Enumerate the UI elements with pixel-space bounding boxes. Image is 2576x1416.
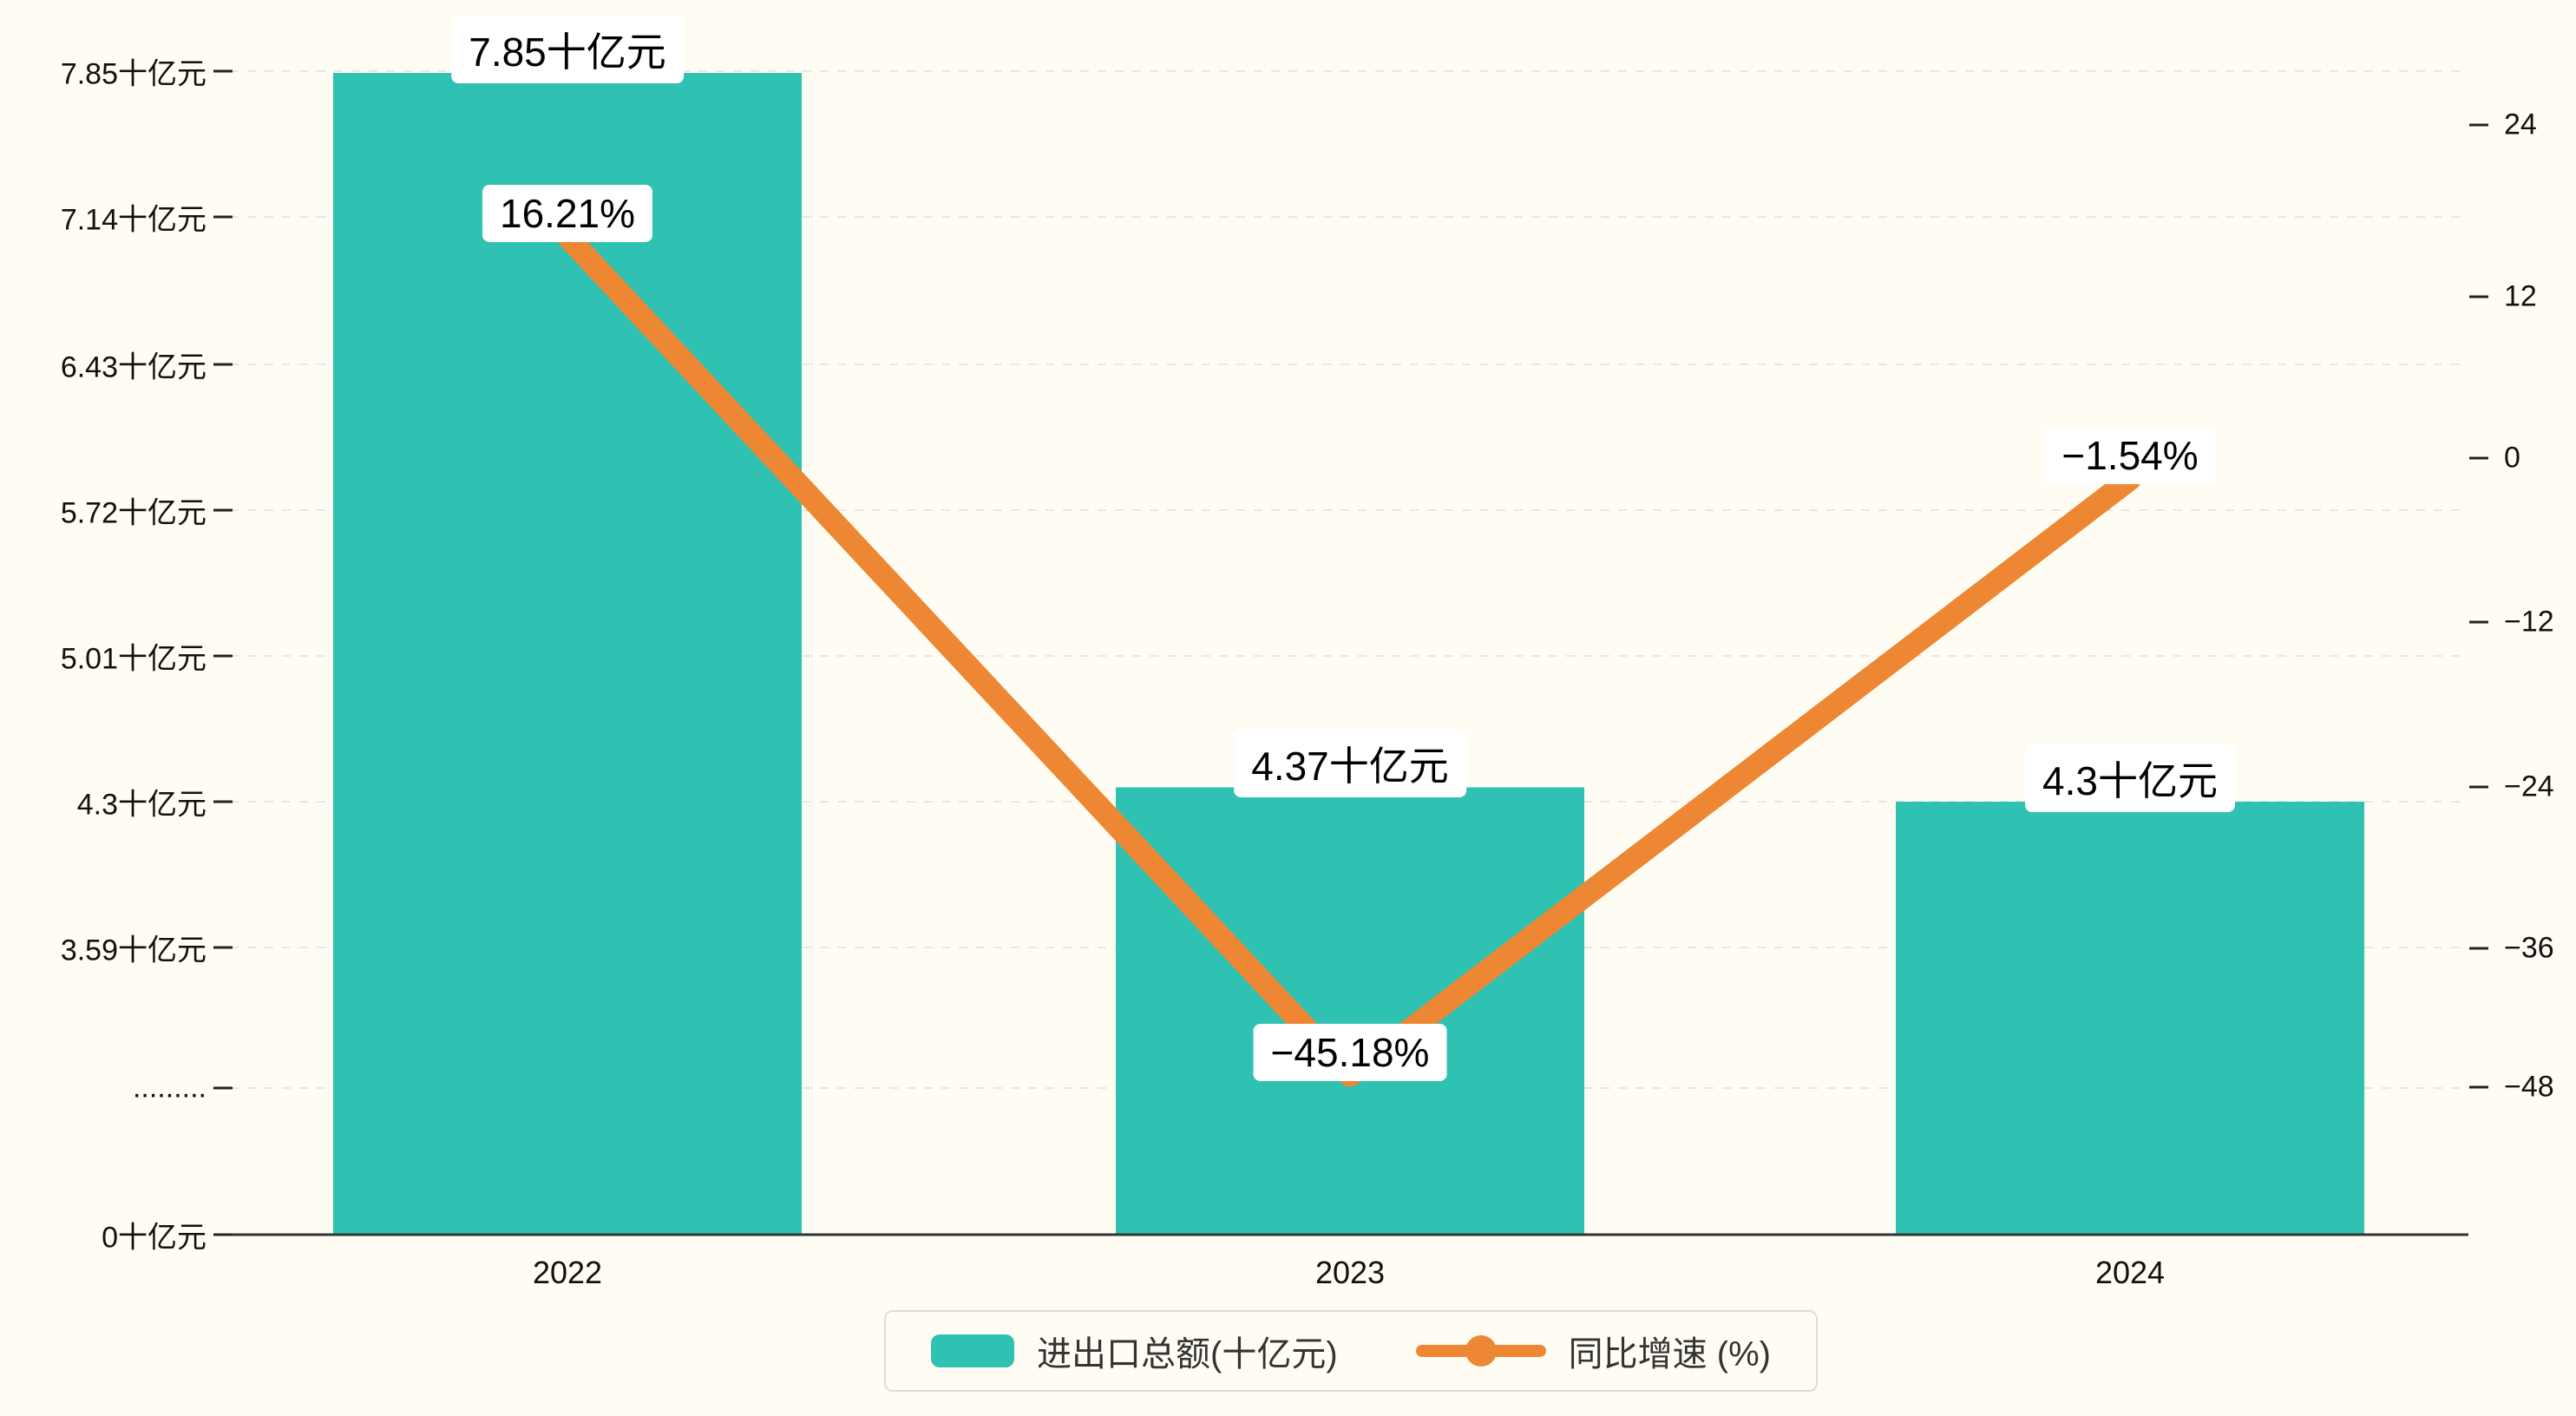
legend-item-bar[interactable]: 进出口总额(十亿元) — [931, 1326, 1338, 1376]
bar-value-label: 4.3十亿元 — [2025, 744, 2235, 812]
y-axis-tick-mark-left — [213, 946, 233, 949]
y-axis-tick-mark-left — [213, 1086, 233, 1090]
legend-bar-swatch — [931, 1334, 1015, 1367]
bar-2022 — [333, 73, 802, 1235]
legend-line-dot-icon — [1465, 1335, 1497, 1367]
x-axis-label-2022: 2022 — [532, 1255, 603, 1290]
y-axis-tick-mark-right — [2469, 785, 2488, 789]
y-axis-tick-mark-right — [2469, 295, 2488, 298]
y-axis-tick-mark-right — [2469, 1085, 2488, 1089]
bar-value-label: 4.37十亿元 — [1234, 730, 1466, 798]
y-axis-tick-label-left: 7.85十亿元 — [60, 57, 206, 91]
y-axis-tick-label-right: 24 — [2504, 108, 2537, 141]
x-axis-label-2024: 2024 — [2094, 1255, 2166, 1290]
y-axis-tick-mark-left — [213, 800, 233, 803]
y-axis-tick-mark-left — [213, 215, 233, 219]
y-axis-tick-label-right: −12 — [2504, 605, 2554, 639]
y-axis-tick-label-right: −48 — [2504, 1070, 2554, 1104]
y-axis-tick-mark-left — [213, 1233, 233, 1236]
x-axis-label-2023: 2023 — [1314, 1255, 1386, 1290]
y-axis-tick-label-right: 12 — [2504, 279, 2537, 313]
y-axis-tick-mark-right — [2469, 123, 2488, 127]
line-value-label: −1.54% — [2044, 427, 2216, 485]
y-axis-tick-label-right: 0 — [2504, 441, 2520, 475]
y-axis-tick-label-left: 7.14十亿元 — [60, 203, 206, 237]
y-axis-tick-mark-left — [213, 69, 233, 73]
bar-2024 — [1896, 802, 2364, 1235]
y-axis-tick-label-left: ......... — [132, 1071, 206, 1105]
bar-value-label: 7.85十亿元 — [451, 16, 684, 83]
legend: 进出口总额(十亿元) 同比增速 (%) — [884, 1310, 1818, 1392]
y-axis-tick-mark-right — [2469, 456, 2488, 460]
legend-bar-label: 进出口总额(十亿元) — [1037, 1335, 1338, 1373]
y-axis-tick-label-left: 4.3十亿元 — [76, 788, 206, 822]
y-axis-tick-label-left: 6.43十亿元 — [60, 351, 206, 384]
line-value-label: −45.18% — [1253, 1023, 1447, 1081]
y-axis-tick-label-left: 5.01十亿元 — [60, 642, 206, 676]
legend-line-label: 同比增速 (%) — [1568, 1335, 1771, 1373]
legend-line-icon — [1415, 1334, 1546, 1368]
y-axis-tick-mark-right — [2469, 620, 2488, 624]
line-value-label: 16.21% — [482, 184, 653, 242]
y-axis-tick-mark-left — [213, 363, 233, 366]
y-axis-tick-label-left: 5.72十亿元 — [60, 496, 206, 530]
y-axis-tick-label-left: 0十亿元 — [102, 1221, 206, 1255]
y-axis-tick-mark-left — [213, 654, 233, 658]
y-axis-tick-mark-left — [213, 508, 233, 512]
bar-2023 — [1116, 787, 1584, 1235]
y-axis-tick-mark-right — [2469, 947, 2488, 950]
legend-item-line[interactable]: 同比增速 (%) — [1415, 1326, 1771, 1376]
y-axis-tick-label-right: −36 — [2504, 931, 2554, 965]
y-axis-tick-label-right: −24 — [2504, 770, 2554, 803]
y-axis-tick-label-left: 3.59十亿元 — [60, 934, 206, 967]
